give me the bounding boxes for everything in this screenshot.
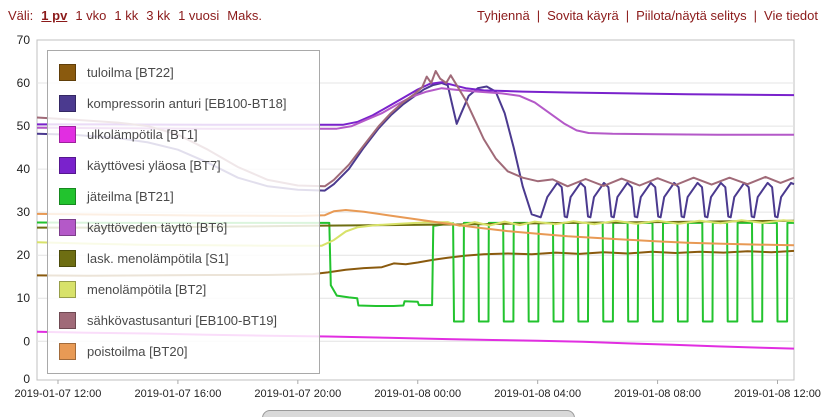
- series-line-kompressorin-anturi-eb100-bt18: [36, 82, 795, 219]
- legend-label: ulkolämpötila [BT1]: [87, 127, 198, 142]
- legend-item-poistoilma-bt20[interactable]: poistoilma [BT20]: [59, 336, 315, 367]
- legend-label: käyttöveden täyttö [BT6]: [87, 220, 228, 235]
- toolbar: Väli: 1 pv 1 vko 1 kk 3 kk 1 vuosi Maks.…: [0, 0, 828, 26]
- legend-item-kompressorin-anturi-eb100-bt18[interactable]: kompressorin anturi [EB100-BT18]: [59, 88, 315, 119]
- legend-swatch: [59, 157, 76, 174]
- legend-swatch: [59, 126, 76, 143]
- legend-label: käyttövesi yläosa [BT7]: [87, 158, 221, 173]
- legend-swatch: [59, 95, 76, 112]
- separator: |: [753, 7, 758, 23]
- legend: tuloilma [BT22] kompressorin anturi [EB10…: [47, 50, 320, 374]
- legend-swatch: [59, 250, 76, 267]
- legend-swatch: [59, 343, 76, 360]
- range-scrollbar[interactable]: [262, 410, 575, 417]
- interval-maks[interactable]: Maks.: [227, 7, 262, 23]
- legend-swatch: [59, 188, 76, 205]
- legend-item-k-ytt-vesi-yl-osa-bt7[interactable]: käyttövesi yläosa [BT7]: [59, 150, 315, 181]
- separator: |: [536, 7, 541, 23]
- chart-actions: Tyhjennä | Sovita käyrä | Piilota/näytä …: [477, 8, 818, 23]
- svg-text:2019-01-08 00:00: 2019-01-08 00:00: [374, 388, 461, 400]
- legend-item-tuloilma-bt22[interactable]: tuloilma [BT22]: [59, 57, 315, 88]
- legend-label: poistoilma [BT20]: [87, 344, 188, 359]
- plot-border: [36, 39, 795, 381]
- svg-text:20: 20: [17, 248, 31, 262]
- legend-item-lask-menol-mp-tila-s1[interactable]: lask. menolämpötila [S1]: [59, 243, 315, 274]
- action-export-data[interactable]: Vie tiedot: [764, 7, 818, 23]
- action-fit-curve[interactable]: Sovita käyrä: [547, 7, 619, 23]
- svg-text:10: 10: [17, 291, 31, 305]
- legend-label: jäteilma [BT21]: [87, 189, 174, 204]
- legend-label: menolämpötila [BT2]: [87, 282, 207, 297]
- legend-item-menol-mp-tila-bt2[interactable]: menolämpötila [BT2]: [59, 274, 315, 305]
- legend-swatch: [59, 312, 76, 329]
- legend-item-ulkol-mp-tila-bt1[interactable]: ulkolämpötila [BT1]: [59, 119, 315, 150]
- interval-label: Väli:: [8, 7, 34, 23]
- svg-text:30: 30: [17, 205, 31, 219]
- legend-item-j-teilma-bt21[interactable]: jäteilma [BT21]: [59, 181, 315, 212]
- legend-label: tuloilma [BT22]: [87, 65, 174, 80]
- interval-selector: Väli: 1 pv 1 vko 1 kk 3 kk 1 vuosi Maks.: [8, 8, 262, 23]
- svg-text:0: 0: [23, 334, 30, 348]
- svg-text:70: 70: [17, 33, 31, 47]
- svg-text:0: 0: [23, 372, 30, 386]
- svg-text:60: 60: [17, 76, 31, 90]
- axis-labels: 0 10 20 30 40 50 60 70 0 2019-01-07 12:00 2019-01-…: [15, 33, 821, 400]
- separator: |: [625, 7, 630, 23]
- interval-1vko[interactable]: 1 vko: [75, 7, 107, 23]
- series-line-menol-mp-tila-bt2: [36, 219, 795, 247]
- svg-text:2019-01-07 20:00: 2019-01-07 20:00: [254, 388, 341, 400]
- legend-label: kompressorin anturi [EB100-BT18]: [87, 96, 287, 111]
- svg-text:2019-01-07 12:00: 2019-01-07 12:00: [15, 388, 102, 400]
- svg-text:2019-01-08 12:00: 2019-01-08 12:00: [734, 388, 821, 400]
- legend-label: lask. menolämpötila [S1]: [87, 251, 229, 266]
- interval-1pv[interactable]: 1 pv: [41, 7, 68, 23]
- interval-1kk[interactable]: 1 kk: [114, 7, 139, 23]
- legend-swatch: [59, 281, 76, 298]
- series-line-k-ytt-veden-t-ytt-bt6: [36, 87, 794, 136]
- legend-swatch: [59, 64, 76, 81]
- legend-item-s-hk-vastusanturi-eb100-bt19[interactable]: sähkövastusanturi [EB100-BT19]: [59, 305, 315, 336]
- action-toggle-legend[interactable]: Piilota/näytä selitys: [636, 7, 747, 23]
- interval-3kk[interactable]: 3 kk: [146, 7, 171, 23]
- svg-text:2019-01-08 04:00: 2019-01-08 04:00: [494, 388, 581, 400]
- legend-swatch: [59, 219, 76, 236]
- svg-text:40: 40: [17, 162, 31, 176]
- svg-text:2019-01-08 08:00: 2019-01-08 08:00: [614, 388, 701, 400]
- svg-text:2019-01-07 16:00: 2019-01-07 16:00: [134, 388, 221, 400]
- svg-text:50: 50: [17, 119, 31, 133]
- interval-1vuosi[interactable]: 1 vuosi: [178, 7, 220, 23]
- action-clear[interactable]: Tyhjennä: [476, 7, 530, 23]
- legend-label: sähkövastusanturi [EB100-BT19]: [87, 313, 278, 328]
- legend-item-k-ytt-veden-t-ytt-bt6[interactable]: käyttöveden täyttö [BT6]: [59, 212, 315, 243]
